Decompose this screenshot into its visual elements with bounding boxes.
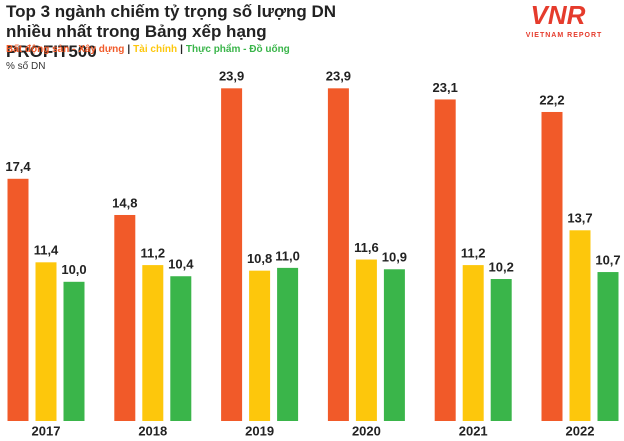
bar <box>63 281 85 421</box>
bar <box>170 276 192 421</box>
bar <box>434 99 456 421</box>
data-label: 10,0 <box>61 262 86 277</box>
x-tick-label: 2022 <box>566 423 595 438</box>
data-label: 11,2 <box>461 246 486 261</box>
legend-separator: | <box>127 44 131 55</box>
legend: Bất động sản - Xây dựng | Tài chính | Thực p… <box>6 44 290 55</box>
data-label: 11,2 <box>141 246 166 261</box>
legend-entry: Bất động sản - Xây dựng <box>6 44 125 55</box>
bar <box>142 265 164 421</box>
bar <box>569 230 591 421</box>
logo-tagline: VIETNAM REPORT <box>526 32 603 39</box>
bar <box>462 265 484 421</box>
legend-entry: Thực phẩm - Đồ uống <box>185 44 290 55</box>
data-label: 11,6 <box>354 240 379 255</box>
logo: VNR VIETNAM REPORT <box>526 0 603 39</box>
bar <box>249 270 271 421</box>
bar <box>355 259 377 421</box>
data-label: 23,9 <box>219 69 244 84</box>
x-tick-label: 2018 <box>138 423 167 438</box>
data-label: 14,8 <box>112 195 137 210</box>
bar <box>221 88 243 421</box>
bar <box>541 111 563 421</box>
bar <box>597 272 619 421</box>
x-tick-label: 2021 <box>459 423 488 438</box>
bar <box>277 267 299 421</box>
bar <box>383 269 405 421</box>
data-label: 10,9 <box>382 250 407 265</box>
bar <box>114 214 136 421</box>
data-label: 10,8 <box>247 251 272 266</box>
data-label: 23,1 <box>433 80 458 95</box>
bar <box>35 262 57 421</box>
legend-entry: Tài chính <box>133 44 178 55</box>
logo-mark: VNR <box>531 0 586 30</box>
data-label: 11,4 <box>34 243 59 258</box>
legend-separator: | <box>180 44 183 55</box>
bar <box>327 88 349 421</box>
data-label: 23,9 <box>326 69 351 84</box>
x-tick-label: 2017 <box>32 423 61 438</box>
x-tick-label: 2019 <box>245 423 274 438</box>
data-label: 10,2 <box>489 259 514 274</box>
data-label: 10,4 <box>168 257 194 272</box>
y-axis-label: % số DN <box>6 61 46 72</box>
bar <box>490 279 512 421</box>
bar <box>7 178 29 421</box>
data-label: 22,2 <box>539 92 564 107</box>
chart-title: Top 3 ngành chiếm tỷ trọng số lượng DN n… <box>6 2 337 61</box>
data-label: 10,7 <box>595 252 620 267</box>
x-tick-label: 2020 <box>352 423 381 438</box>
data-label: 17,4 <box>5 159 31 174</box>
data-label: 13,7 <box>567 211 592 226</box>
data-label: 11,0 <box>275 248 300 263</box>
